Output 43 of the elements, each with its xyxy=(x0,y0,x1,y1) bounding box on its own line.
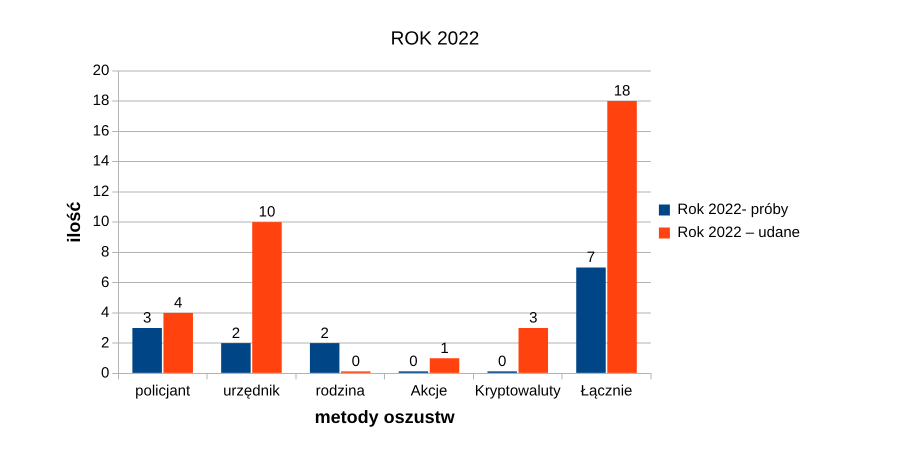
bar xyxy=(576,267,606,373)
bar xyxy=(310,343,340,373)
bar xyxy=(221,343,251,373)
bar xyxy=(607,101,637,373)
bar xyxy=(430,358,460,373)
chart-title: ROK 2022 xyxy=(390,28,480,50)
y-tick-label: 20 xyxy=(92,62,110,79)
data-label: 2 xyxy=(320,324,329,342)
legend-label: Rok 2022 – udane xyxy=(677,224,800,242)
y-tick-label: 4 xyxy=(100,304,110,322)
data-label: 0 xyxy=(498,353,506,370)
data-label: 0 xyxy=(409,353,418,370)
x-tick-label: Akcje xyxy=(410,382,448,400)
y-tick-label: 16 xyxy=(92,122,110,140)
data-label: 1 xyxy=(440,340,449,357)
data-label: 3 xyxy=(142,310,152,327)
y-tick-label: 2 xyxy=(100,334,110,352)
data-label: 3 xyxy=(529,310,538,327)
y-tick-label: 18 xyxy=(92,92,110,110)
bar xyxy=(163,312,193,373)
legend-label: Rok 2022- próby xyxy=(677,201,789,218)
x-tick-label: urzędnik xyxy=(223,382,280,400)
y-tick-label: 0 xyxy=(100,364,110,382)
data-label: 0 xyxy=(352,353,360,370)
y-tick-label: 8 xyxy=(100,244,110,260)
x-tick-label: policjant xyxy=(135,382,192,400)
x-tick-label: rodzina xyxy=(316,382,366,400)
x-axis-title: metody oszustw xyxy=(314,407,456,428)
data-label: 18 xyxy=(614,82,630,100)
y-tick-label: 10 xyxy=(92,213,110,230)
y-tick-label: 6 xyxy=(100,274,110,291)
data-label: 2 xyxy=(232,324,240,342)
y-axis-title: ilość xyxy=(64,202,84,243)
x-tick-label: Łącznie xyxy=(580,382,632,400)
bar xyxy=(518,328,548,373)
y-tick-label: 12 xyxy=(92,182,110,200)
bar xyxy=(252,222,282,373)
bar xyxy=(132,328,162,373)
y-tick-label: 14 xyxy=(92,152,110,170)
x-tick-label: Kryptowaluty xyxy=(474,382,562,400)
data-label: 7 xyxy=(586,249,596,266)
data-label: 4 xyxy=(174,294,182,312)
data-label: 10 xyxy=(258,204,276,221)
